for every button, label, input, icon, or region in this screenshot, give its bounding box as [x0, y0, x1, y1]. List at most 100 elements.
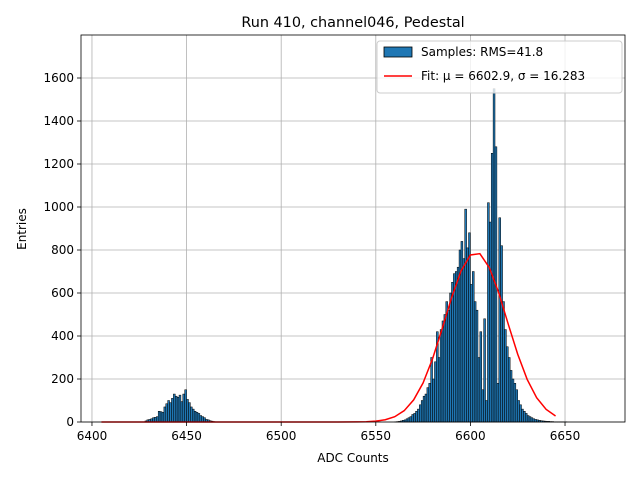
bar: [195, 412, 199, 423]
bar: [409, 416, 413, 423]
y-tick-label: 400: [51, 329, 74, 343]
bar: [430, 357, 433, 423]
bar: [445, 301, 448, 423]
x-tick-label: 6450: [171, 429, 202, 443]
bar: [456, 266, 460, 423]
bar: [470, 284, 473, 423]
bar: [525, 413, 528, 423]
bar: [426, 387, 430, 423]
y-axis-label: Entries: [15, 208, 29, 250]
bar: [437, 357, 441, 423]
bar: [171, 398, 174, 423]
bar: [411, 414, 414, 423]
bar: [485, 400, 488, 423]
bar: [526, 415, 530, 423]
bar: [439, 329, 443, 423]
bar: [496, 383, 500, 423]
bar: [424, 393, 428, 423]
bar: [173, 393, 176, 423]
bar: [415, 411, 418, 423]
bar: [521, 408, 524, 423]
bar: [506, 346, 509, 423]
legend: Samples: RMS=41.8 Fit: μ = 6602.9, σ = 1…: [376, 40, 623, 94]
bar: [523, 411, 526, 423]
x-axis-label: ADC Counts: [317, 451, 389, 465]
bar: [192, 408, 195, 423]
bar: [498, 217, 501, 423]
bar: [447, 309, 450, 423]
bar: [511, 378, 515, 423]
x-tick-label: 6500: [266, 429, 297, 443]
bar: [462, 258, 465, 423]
bar: [443, 314, 447, 423]
bar: [472, 271, 475, 423]
bar: [422, 395, 426, 423]
bar: [441, 320, 445, 423]
bar: [176, 397, 180, 423]
y-tick-label: 600: [51, 286, 74, 300]
x-tick-label: 6600: [455, 429, 486, 443]
bar: [500, 245, 503, 423]
bar: [483, 318, 486, 423]
bar: [186, 399, 189, 423]
bar: [464, 208, 467, 423]
bar: [434, 361, 437, 423]
axes-frame: [80, 34, 626, 423]
ticks: 6400 6450 6500 6550 6600 6650 0 200 400 600 800 100…: [43, 71, 580, 443]
bar: [159, 411, 163, 423]
bar: [532, 418, 535, 423]
bar: [174, 395, 178, 423]
y-tick-label: 1400: [43, 114, 74, 128]
bar: [492, 88, 496, 423]
bar: [477, 357, 481, 423]
legend-box: [376, 40, 623, 94]
bar: [466, 247, 469, 423]
legend-patch: [383, 46, 413, 58]
bar: [407, 417, 411, 423]
bar: [508, 357, 511, 423]
bar: [428, 383, 431, 423]
bar: [479, 331, 483, 423]
bar: [509, 370, 513, 423]
bar: [156, 416, 159, 423]
bar: [513, 383, 517, 423]
y-tick-label: 200: [51, 372, 74, 386]
x-tick-label: 6650: [550, 429, 581, 443]
x-tick-label: 6400: [77, 429, 108, 443]
chart-title: Run 410, channel046, Pedestal: [241, 15, 464, 31]
y-tick-label: 0: [66, 415, 74, 429]
bar: [417, 408, 420, 423]
bar: [481, 389, 484, 423]
bar: [449, 292, 452, 423]
bar: [451, 282, 454, 423]
bar: [180, 401, 184, 423]
bar: [528, 416, 532, 423]
x-tick-label: 6550: [361, 429, 392, 443]
bar: [169, 402, 172, 423]
bar: [420, 400, 424, 423]
bar: [530, 417, 534, 423]
legend-label: Fit: μ = 6602.9, σ = 16.283: [421, 69, 585, 83]
grid: [81, 35, 625, 423]
bar: [193, 411, 197, 423]
bar: [487, 202, 490, 423]
bar: [519, 404, 522, 423]
bar: [201, 416, 204, 423]
bar: [165, 403, 168, 423]
bar: [182, 393, 185, 423]
y-tick-label: 1000: [43, 200, 74, 214]
y-tick-label: 1200: [43, 157, 74, 171]
bar: [413, 413, 416, 423]
bar: [184, 389, 187, 423]
bar: [167, 400, 170, 423]
bar: [504, 329, 507, 423]
bar: [455, 271, 458, 423]
bar: [178, 394, 182, 423]
bar: [161, 412, 165, 423]
bar: [405, 418, 409, 423]
bar: [489, 221, 492, 423]
bar: [188, 402, 191, 423]
bar: [517, 400, 520, 423]
bar: [515, 389, 518, 423]
